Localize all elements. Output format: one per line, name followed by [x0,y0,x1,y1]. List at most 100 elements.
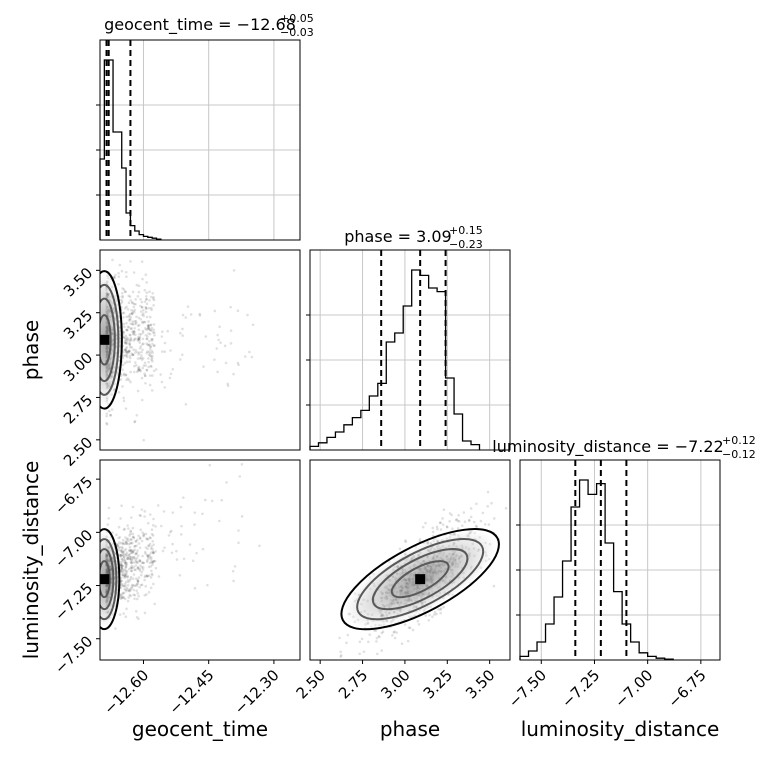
sample-point [122,612,126,615]
sample-point [128,534,131,537]
sample-point [448,512,452,515]
sample-point [149,323,153,326]
sample-point [132,550,135,554]
sample-point [117,275,121,278]
sample-point [117,283,120,286]
sample-point [136,350,139,354]
sample-point [193,586,197,590]
contour-line [100,283,120,396]
sample-point [130,352,133,355]
panel-frame [309,249,511,451]
sample-point [125,355,129,359]
sample-point [123,361,127,365]
sample-point [237,363,240,367]
sample-point [210,499,214,503]
sample-point [339,654,343,657]
sample-point [134,319,138,323]
sample-point [140,398,144,402]
sample-point [136,579,140,583]
xlabel-geocent_time: geocent_time [132,717,268,741]
title-geocent_time-minus: −0.03 [280,26,314,39]
sample-point [146,328,150,331]
sample-point [117,391,121,394]
sample-point [134,361,137,364]
sample-point [148,328,152,332]
sample-point [133,338,136,341]
sample-point [122,584,125,588]
sample-point [138,513,142,517]
sample-point [154,368,158,371]
sample-point [153,559,157,563]
sample-point [149,551,153,555]
sample-point [145,295,148,298]
sample-point [213,309,217,313]
sample-point [147,544,150,548]
y-tick-label: 3.25 [60,306,96,342]
sample-point [408,626,412,630]
sample-point [117,548,120,552]
sample-point [143,578,146,582]
sample-point [124,347,128,350]
sample-point [147,324,151,327]
sample-point [122,595,125,599]
sample-point [122,574,125,578]
sample-point [170,551,174,555]
sample-point [125,321,128,325]
sample-point [233,565,237,568]
x-tick-label: −12.30 [231,666,283,718]
sample-point [178,574,182,577]
sample-point [121,287,124,290]
sample-point [120,582,124,586]
sample-point [117,525,121,529]
sample-point [124,334,127,338]
sample-point [184,316,188,319]
sample-point [151,374,154,377]
sample-point [147,353,151,356]
sample-point [139,345,143,348]
sample-point [128,589,131,593]
sample-point [393,630,396,633]
sample-point [131,583,134,587]
sample-point [120,545,124,549]
sample-point [138,559,142,562]
sample-point [120,563,123,567]
sample-point [122,596,126,600]
sample-point [123,574,126,577]
contour-line [100,297,116,383]
sample-point [125,354,129,357]
sample-point [162,510,166,513]
sample-point [428,613,431,617]
sample-point [129,333,132,337]
sample-point [418,537,422,541]
sample-point [492,584,496,588]
sample-point [132,535,135,539]
sample-point [129,532,132,536]
sample-point [107,506,111,510]
x-tick-label: −7.25 [558,666,603,711]
sample-point [490,501,493,505]
sample-point [133,584,137,587]
sample-point [129,537,132,541]
sample-point [140,561,144,565]
sample-point [123,560,127,563]
sample-point [145,302,149,306]
sample-point [130,564,134,568]
sample-point [147,357,150,360]
sample-point [135,597,139,601]
panel-frame [519,459,721,661]
title-geocent_time-plus: +0.05 [280,12,314,25]
sample-point [141,561,145,565]
sample-point [232,372,235,376]
sample-point [136,366,140,370]
sample-point [131,556,135,560]
sample-point [136,549,139,552]
sample-point [132,561,135,564]
sample-point [133,319,137,323]
sample-point [136,538,139,542]
sample-point [125,305,128,309]
sample-point [119,597,122,601]
sample-point [144,333,148,337]
sample-point [130,327,133,330]
sample-point [124,536,127,539]
sample-point [431,526,435,530]
